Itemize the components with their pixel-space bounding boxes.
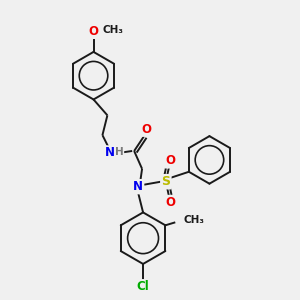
Text: O: O — [166, 154, 176, 167]
Text: N: N — [133, 180, 143, 193]
Text: N: N — [105, 146, 116, 160]
Text: S: S — [161, 175, 170, 188]
Text: O: O — [166, 196, 176, 209]
Text: Cl: Cl — [137, 280, 149, 293]
Text: CH₃: CH₃ — [183, 215, 204, 225]
Text: H: H — [115, 147, 124, 157]
Text: O: O — [88, 25, 98, 38]
Text: O: O — [141, 123, 151, 136]
Text: CH₃: CH₃ — [102, 25, 123, 35]
